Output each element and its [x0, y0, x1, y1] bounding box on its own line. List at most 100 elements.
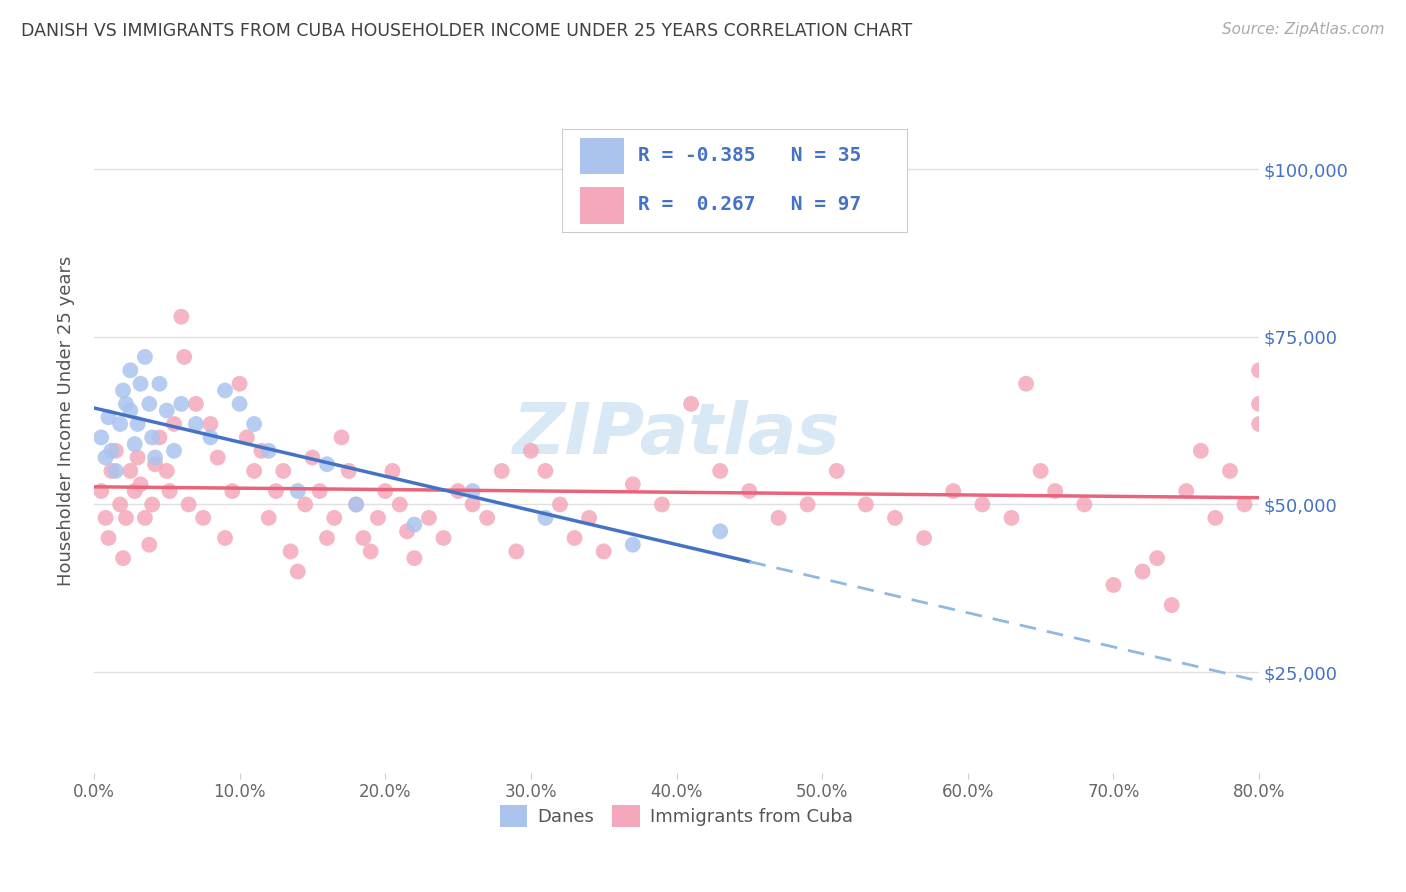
Point	[344, 498, 367, 512]
Point	[143, 450, 166, 465]
Point	[104, 464, 127, 478]
Point	[221, 484, 243, 499]
Point	[855, 498, 877, 512]
Point	[388, 498, 411, 512]
Point	[143, 457, 166, 471]
Point	[184, 417, 207, 431]
Point	[360, 544, 382, 558]
Point	[1146, 551, 1168, 566]
Point	[294, 498, 316, 512]
Point	[912, 531, 935, 545]
Point	[1249, 397, 1271, 411]
Legend: Danes, Immigrants from Cuba: Danes, Immigrants from Cuba	[492, 797, 860, 834]
Point	[1175, 484, 1198, 499]
Text: Source: ZipAtlas.com: Source: ZipAtlas.com	[1222, 22, 1385, 37]
Point	[280, 544, 302, 558]
Point	[942, 484, 965, 499]
Point	[112, 551, 135, 566]
Point	[681, 397, 703, 411]
Point	[127, 417, 149, 431]
Point	[134, 350, 156, 364]
Point	[156, 464, 179, 478]
Point	[287, 565, 309, 579]
Point	[104, 443, 127, 458]
Point	[418, 511, 440, 525]
Point	[344, 498, 367, 512]
Point	[191, 511, 214, 525]
Y-axis label: Householder Income Under 25 years: Householder Income Under 25 years	[58, 255, 75, 586]
Point	[120, 403, 142, 417]
Point	[134, 511, 156, 525]
Text: DANISH VS IMMIGRANTS FROM CUBA HOUSEHOLDER INCOME UNDER 25 YEARS CORRELATION CHA: DANISH VS IMMIGRANTS FROM CUBA HOUSEHOLD…	[21, 22, 912, 40]
Point	[163, 443, 186, 458]
Point	[404, 517, 426, 532]
Point	[124, 437, 146, 451]
Point	[825, 464, 848, 478]
Point	[97, 531, 120, 545]
Point	[396, 524, 419, 539]
Point	[100, 443, 122, 458]
Point	[1015, 376, 1038, 391]
Point	[709, 524, 731, 539]
Point	[115, 511, 138, 525]
Point	[156, 403, 179, 417]
Point	[243, 464, 266, 478]
Point	[578, 511, 600, 525]
Point	[534, 464, 557, 478]
Point	[796, 498, 818, 512]
Point	[228, 376, 250, 391]
Point	[257, 443, 280, 458]
Point	[548, 498, 571, 512]
Point	[120, 363, 142, 377]
Point	[124, 484, 146, 499]
Point	[621, 477, 644, 491]
Point	[129, 376, 152, 391]
Point	[148, 376, 170, 391]
Point	[330, 430, 353, 444]
Point	[271, 464, 294, 478]
Point	[461, 484, 484, 499]
Point	[404, 551, 426, 566]
Point	[1219, 464, 1241, 478]
Point	[621, 538, 644, 552]
Point	[250, 443, 273, 458]
Point	[120, 464, 142, 478]
Point	[534, 511, 557, 525]
Point	[1189, 443, 1212, 458]
Point	[214, 384, 236, 398]
Point	[177, 498, 200, 512]
Point	[264, 484, 287, 499]
Point	[90, 484, 112, 499]
Point	[97, 410, 120, 425]
Point	[138, 538, 160, 552]
Point	[491, 464, 513, 478]
Point	[1043, 484, 1066, 499]
Point	[287, 484, 309, 499]
Point	[163, 417, 186, 431]
Point	[159, 484, 181, 499]
Text: R = -0.385   N = 35: R = -0.385 N = 35	[638, 146, 862, 165]
Point	[367, 511, 389, 525]
Point	[1102, 578, 1125, 592]
Point	[374, 484, 396, 499]
Point	[228, 397, 250, 411]
Point	[257, 511, 280, 525]
Point	[127, 450, 149, 465]
Point	[447, 484, 470, 499]
Point	[972, 498, 994, 512]
Point	[138, 397, 160, 411]
Point	[316, 531, 339, 545]
Text: ZIPatlas: ZIPatlas	[513, 401, 841, 469]
Point	[1249, 363, 1271, 377]
Point	[1073, 498, 1095, 512]
Bar	[579, 186, 624, 224]
Point	[100, 464, 122, 478]
Point	[207, 450, 229, 465]
Point	[94, 511, 117, 525]
Point	[214, 531, 236, 545]
Point	[108, 498, 131, 512]
Point	[1233, 498, 1256, 512]
Point	[323, 511, 346, 525]
Point	[1000, 511, 1022, 525]
Point	[432, 531, 454, 545]
